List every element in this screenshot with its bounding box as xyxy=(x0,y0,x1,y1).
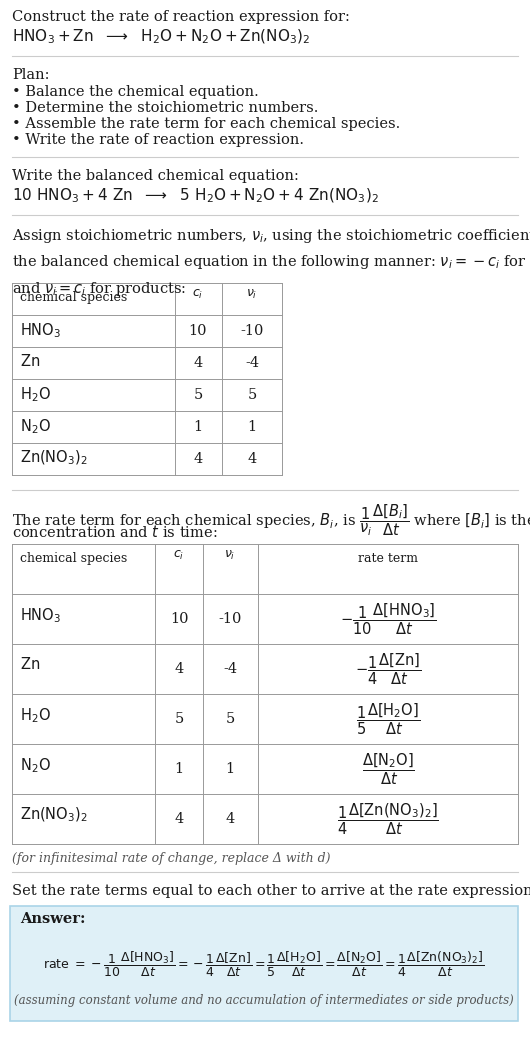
Text: 5: 5 xyxy=(225,712,235,726)
Text: • Determine the stoichiometric numbers.: • Determine the stoichiometric numbers. xyxy=(12,101,319,115)
Text: • Balance the chemical equation.: • Balance the chemical equation. xyxy=(12,85,259,99)
Text: $\mathrm{Zn}$: $\mathrm{Zn}$ xyxy=(20,353,40,369)
Text: 10: 10 xyxy=(189,324,207,338)
Text: $\dfrac{1}{4}\dfrac{\Delta[\mathrm{Zn(NO_3)_2}]}{\Delta t}$: $\dfrac{1}{4}\dfrac{\Delta[\mathrm{Zn(NO… xyxy=(337,801,439,837)
Text: • Assemble the rate term for each chemical species.: • Assemble the rate term for each chemic… xyxy=(12,117,400,131)
Text: 5: 5 xyxy=(174,712,183,726)
Text: 4: 4 xyxy=(248,452,257,467)
Text: 4: 4 xyxy=(193,356,202,370)
Text: $\mathrm{HNO_3}$: $\mathrm{HNO_3}$ xyxy=(20,606,61,624)
Text: (for infinitesimal rate of change, replace Δ with d): (for infinitesimal rate of change, repla… xyxy=(12,852,331,865)
Text: 5: 5 xyxy=(193,388,202,402)
Text: 4: 4 xyxy=(174,812,183,826)
Text: $\nu_i$: $\nu_i$ xyxy=(246,288,258,301)
Text: Plan:: Plan: xyxy=(12,68,49,82)
Text: $\mathrm{Zn(NO_3)_2}$: $\mathrm{Zn(NO_3)_2}$ xyxy=(20,449,88,468)
Text: $\mathrm{N_2O}$: $\mathrm{N_2O}$ xyxy=(20,756,51,775)
Text: 1: 1 xyxy=(174,761,183,776)
Text: $-\dfrac{1}{4}\dfrac{\Delta[\mathrm{Zn}]}{\Delta t}$: $-\dfrac{1}{4}\dfrac{\Delta[\mathrm{Zn}]… xyxy=(355,652,421,687)
Text: $\mathrm{Zn(NO_3)_2}$: $\mathrm{Zn(NO_3)_2}$ xyxy=(20,806,88,824)
Text: The rate term for each chemical species, $B_i$, is $\dfrac{1}{\nu_i}\dfrac{\Delt: The rate term for each chemical species,… xyxy=(12,502,530,538)
Text: 4: 4 xyxy=(174,662,183,676)
Text: $c_i$: $c_i$ xyxy=(173,549,184,562)
Text: chemical species: chemical species xyxy=(20,552,127,565)
Text: Write the balanced chemical equation:: Write the balanced chemical equation: xyxy=(12,169,299,183)
Text: $\mathrm{H_2O}$: $\mathrm{H_2O}$ xyxy=(20,706,51,725)
Text: $\mathrm{Zn}$: $\mathrm{Zn}$ xyxy=(20,656,40,672)
Text: concentration and $t$ is time:: concentration and $t$ is time: xyxy=(12,524,217,540)
Text: 1: 1 xyxy=(225,761,235,776)
Text: -10: -10 xyxy=(218,612,242,626)
Text: $\mathrm{H_2O}$: $\mathrm{H_2O}$ xyxy=(20,385,51,404)
Text: $\mathrm{HNO_3}$: $\mathrm{HNO_3}$ xyxy=(20,321,61,340)
Text: Construct the rate of reaction expression for:: Construct the rate of reaction expressio… xyxy=(12,10,350,24)
Text: -4: -4 xyxy=(245,356,259,370)
Text: (assuming constant volume and no accumulation of intermediates or side products): (assuming constant volume and no accumul… xyxy=(14,994,514,1007)
Text: $\dfrac{\Delta[\mathrm{N_2O}]}{\Delta t}$: $\dfrac{\Delta[\mathrm{N_2O}]}{\Delta t}… xyxy=(361,751,414,787)
Text: 1: 1 xyxy=(248,420,257,434)
Text: 4: 4 xyxy=(225,812,235,826)
Text: • Write the rate of reaction expression.: • Write the rate of reaction expression. xyxy=(12,133,304,147)
Text: $\mathrm{N_2O}$: $\mathrm{N_2O}$ xyxy=(20,417,51,436)
Text: -10: -10 xyxy=(240,324,264,338)
Text: 1: 1 xyxy=(193,420,202,434)
Text: chemical species: chemical species xyxy=(20,291,127,304)
Text: $\mathrm{10\ HNO_3 + 4\ Zn\ \ \longrightarrow\ \ 5\ H_2O + N_2O + 4\ Zn(NO_3)_2}: $\mathrm{10\ HNO_3 + 4\ Zn\ \ \longright… xyxy=(12,187,379,205)
Text: 10: 10 xyxy=(170,612,188,626)
Text: 4: 4 xyxy=(193,452,202,467)
Text: $-\dfrac{1}{10}\dfrac{\Delta[\mathrm{HNO_3}]}{\Delta t}$: $-\dfrac{1}{10}\dfrac{\Delta[\mathrm{HNO… xyxy=(340,601,436,637)
Text: 5: 5 xyxy=(248,388,257,402)
Text: Set the rate terms equal to each other to arrive at the rate expression:: Set the rate terms equal to each other t… xyxy=(12,884,530,899)
FancyBboxPatch shape xyxy=(10,906,518,1021)
Text: $c_i$: $c_i$ xyxy=(192,288,204,301)
Text: Answer:: Answer: xyxy=(20,912,85,926)
Text: $\nu_i$: $\nu_i$ xyxy=(224,549,236,562)
Text: rate $= -\dfrac{1}{10}\dfrac{\Delta[\mathrm{HNO_3}]}{\Delta t} = -\dfrac{1}{4}\d: rate $= -\dfrac{1}{10}\dfrac{\Delta[\mat… xyxy=(43,950,485,978)
Text: -4: -4 xyxy=(223,662,237,676)
Text: $\mathrm{HNO_3 + Zn\ \ \longrightarrow\ \ H_2O + N_2O + Zn(NO_3)_2}$: $\mathrm{HNO_3 + Zn\ \ \longrightarrow\ … xyxy=(12,28,311,46)
Text: Assign stoichiometric numbers, $\nu_i$, using the stoichiometric coefficients, $: Assign stoichiometric numbers, $\nu_i$, … xyxy=(12,227,530,298)
Text: $\dfrac{1}{5}\dfrac{\Delta[\mathrm{H_2O}]}{\Delta t}$: $\dfrac{1}{5}\dfrac{\Delta[\mathrm{H_2O}… xyxy=(356,701,420,736)
Text: rate term: rate term xyxy=(358,552,418,565)
